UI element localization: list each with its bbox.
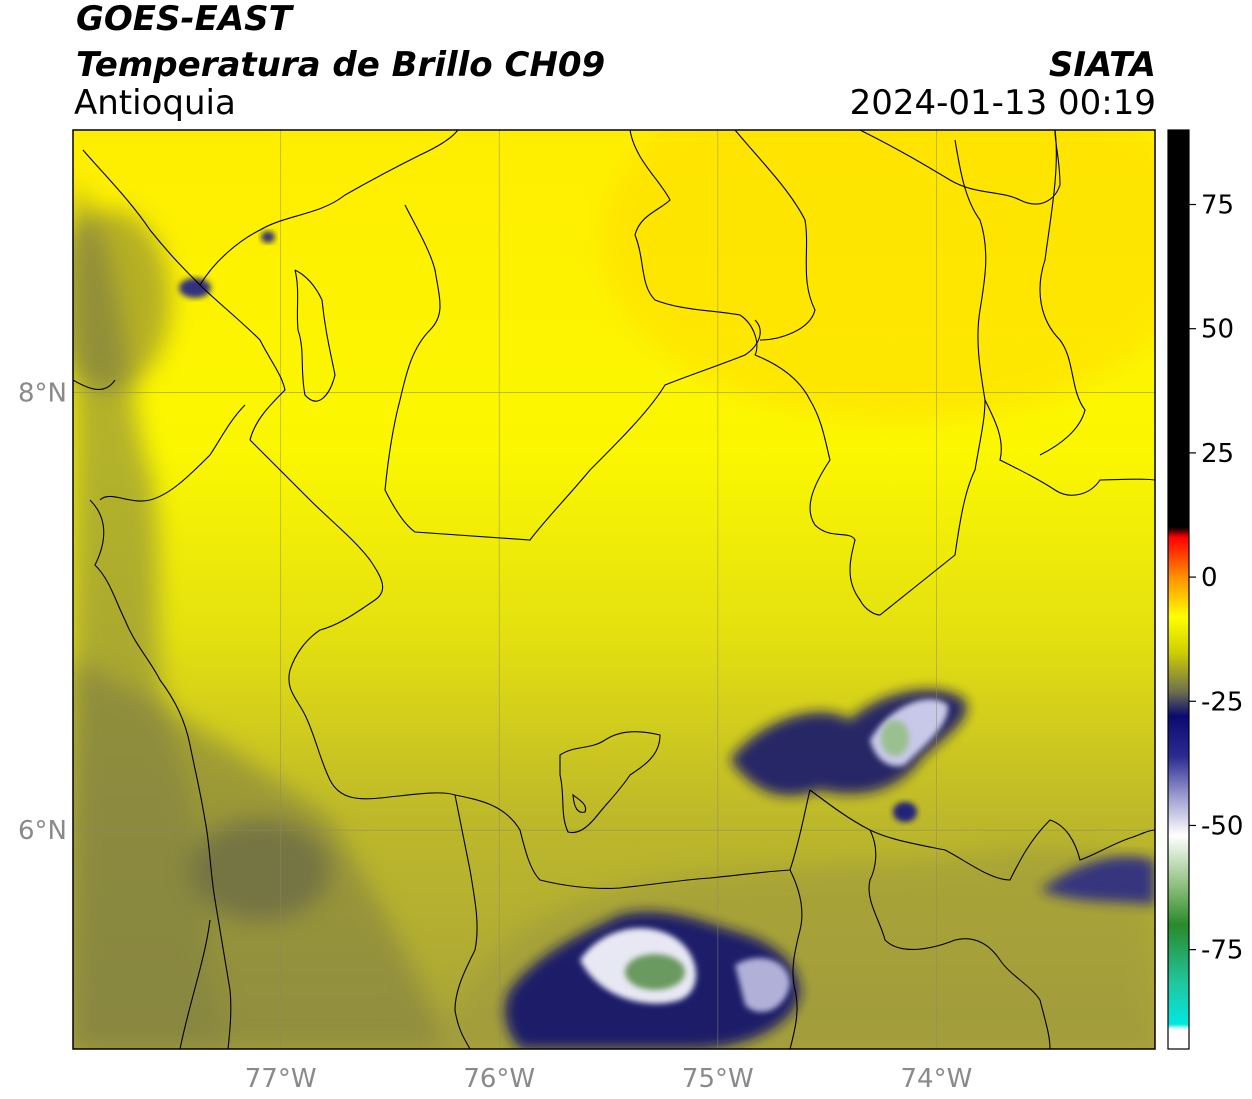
- colorbar-ticks: 75 50 25 0 -25 -50 -75: [1189, 191, 1243, 966]
- colorbar-scale: [1168, 130, 1189, 1049]
- colorbar-tick-label: 75: [1201, 191, 1234, 221]
- lon-tick-label: 77°W: [245, 1064, 317, 1094]
- colorbar-tick-label: 0: [1201, 563, 1218, 593]
- map-frame: [72, 129, 1156, 1050]
- region-label: Antioquia: [74, 83, 236, 123]
- lon-tick-label: 75°W: [682, 1064, 754, 1094]
- datetime-label: 2024-01-13 00:19: [849, 83, 1156, 123]
- temperature-field: [73, 130, 1155, 1049]
- lon-tick-label: 74°W: [901, 1064, 973, 1094]
- longitude-labels: 77°W 76°W 75°W 74°W: [245, 1064, 973, 1094]
- colorbar: 75 50 25 0 -25 -50 -75: [1167, 129, 1243, 1050]
- product-title: Temperatura de Brillo CH09: [76, 45, 606, 85]
- lon-tick-label: 76°W: [463, 1064, 535, 1094]
- latitude-labels: 8°N 6°N: [18, 379, 67, 847]
- colorbar-tick-label: 25: [1201, 439, 1234, 469]
- satellite-title: GOES-EAST: [76, 0, 292, 39]
- lat-tick-label: 6°N: [18, 816, 67, 846]
- lat-tick-label: 8°N: [18, 379, 67, 409]
- colorbar-tick-label: -50: [1201, 811, 1243, 841]
- colorbar-tick-label: 50: [1201, 315, 1234, 345]
- borders: [73, 130, 1155, 1049]
- colorbar-tick-label: -75: [1201, 936, 1243, 966]
- gridlines: [73, 130, 1155, 1049]
- agency-label: SIATA: [1048, 45, 1156, 85]
- colorbar-tick-label: -25: [1201, 687, 1243, 717]
